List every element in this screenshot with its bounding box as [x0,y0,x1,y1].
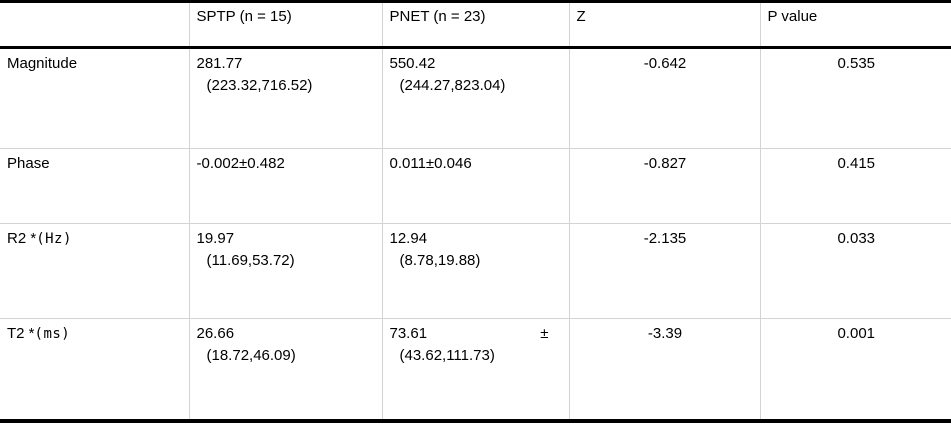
statistics-table: SPTP (n = 15) PNET (n = 23) Z P value Ma… [0,0,951,423]
sptp-cell: 281.77 (223.32,716.52) [188,47,382,149]
p-cell: 0.415 [759,148,951,224]
table-row-t2star: T2 *(ms) 26.66 (18.72,46.09) 73.61 ± (43.… [0,318,951,421]
row-unit: (Hz) [36,231,72,247]
sptp-cell: 19.97 (11.69,53.72) [188,223,382,319]
z-cell: -2.135 [568,223,760,319]
column-header-pvalue: P value [759,1,951,49]
value-range: (8.78,19.88) [399,252,481,269]
value-line1: 12.94 [389,230,428,247]
value-line1: 281.77 [196,55,243,72]
value-line1: 19.97 [196,230,235,247]
z-cell: -3.39 [568,318,760,421]
row-label-cell: T2 *(ms) [0,318,189,421]
plus-minus-suffix: ± [540,325,549,342]
pnet-cell: 73.61 ± (43.62,111.73) [381,318,569,421]
value-line1: 26.66 [196,325,235,342]
row-label: Magnitude [7,55,78,72]
table-row-r2star: R2 *(Hz) 19.97 (11.69,53.72) 12.94 (8.78… [0,223,951,319]
row-label-cell: Phase [0,148,189,224]
z-cell: -0.827 [568,148,760,224]
p-cell: 0.033 [759,223,951,319]
p-cell: 0.535 [759,47,951,149]
pnet-cell: 0.011±0.046 [381,148,569,224]
value-line1: 73.61 ± [390,323,563,345]
row-label: R2 * [7,230,37,247]
value-range: (244.27,823.04) [399,77,506,94]
column-header-empty [0,1,189,49]
row-unit: (ms) [34,326,71,342]
row-label: Phase [7,155,50,172]
row-label: T2 * [7,325,35,342]
value-range: (18.72,46.09) [206,347,296,364]
row-label-cell: Magnitude [0,48,189,149]
z-cell: -0.642 [568,47,760,149]
value-range: (43.62,111.73) [399,347,495,364]
value-line1: 0.011±0.046 [389,155,472,172]
column-header-z: Z [568,1,760,49]
sptp-cell: -0.002±0.482 [188,148,382,224]
header-row: SPTP (n = 15) PNET (n = 23) Z P value [0,1,951,49]
pnet-cell: 12.94 (8.78,19.88) [381,223,569,319]
table-row-magnitude: Magnitude 281.77 (223.32,716.52) 550.42 … [0,47,951,149]
column-header-sptp: SPTP (n = 15) [188,1,382,49]
sptp-cell: 26.66 (18.72,46.09) [188,318,382,421]
value-range: (223.32,716.52) [206,77,313,94]
value-range: (11.69,53.72) [206,252,295,269]
table-row-phase: Phase -0.002±0.482 0.011±0.046 -0.827 0.… [0,148,951,224]
value-line1: 550.42 [389,55,436,72]
value-line1: -0.002±0.482 [196,155,285,172]
column-header-pnet: PNET (n = 23) [381,1,569,49]
row-label-cell: R2 *(Hz) [0,223,189,319]
p-cell: 0.001 [759,318,951,421]
pnet-cell: 550.42 (244.27,823.04) [381,47,569,149]
